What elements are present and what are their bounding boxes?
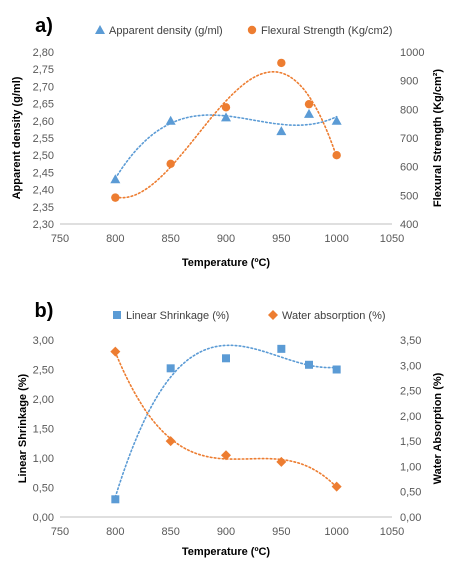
- y-right-tick-label: 600: [400, 162, 418, 174]
- x-tick-label: 750: [51, 233, 69, 245]
- y-left-tick-label: 2,80: [33, 47, 54, 59]
- y-left-tick-label: 2,70: [33, 81, 54, 93]
- y-left-axis-title: Apparent density (g/ml): [11, 76, 23, 199]
- legend-marker: [268, 310, 278, 320]
- data-point: [221, 112, 231, 122]
- data-point: [331, 115, 342, 125]
- x-tick-label: 750: [51, 526, 69, 538]
- y-left-tick-label: 2,30: [33, 219, 54, 231]
- legend-marker: [247, 25, 257, 35]
- data-point: [166, 364, 175, 373]
- data-point: [110, 174, 121, 184]
- x-tick-label: 800: [106, 233, 124, 245]
- y-right-tick-label: 400: [400, 219, 418, 231]
- data-point: [276, 126, 287, 136]
- panel-label: b): [35, 300, 54, 322]
- chart-panel-a: a) 750 800 850 900 950 1000 1050 2,30 2,35 2,40 2,4…: [11, 15, 444, 269]
- x-tick-label: 800: [106, 526, 124, 538]
- data-point: [221, 450, 231, 461]
- trendline: [114, 70, 338, 199]
- legend-label: Linear Shrinkage (%): [126, 310, 229, 322]
- trendline: [114, 344, 338, 498]
- x-tick-label: 1050: [380, 233, 404, 245]
- y-left-tick-label: 2,00: [33, 394, 54, 406]
- x-tick-label: 900: [217, 233, 235, 245]
- series-1: [110, 108, 342, 184]
- x-tick-label: 1000: [324, 526, 348, 538]
- series-2: [110, 346, 342, 492]
- y-right-tick-label: 2,00: [400, 411, 421, 423]
- data-point: [277, 344, 286, 353]
- data-point: [222, 354, 230, 363]
- data-point: [111, 193, 120, 202]
- y-right-tick-label: 900: [400, 76, 418, 88]
- y-right-tick-label: 0,50: [400, 487, 421, 499]
- x-axis-title: Temperature (ºC): [182, 546, 270, 558]
- x-tick-label: 950: [272, 233, 290, 245]
- y-left-tick-label: 1,00: [33, 453, 54, 465]
- series-1: [111, 344, 341, 504]
- x-tick-label: 1050: [380, 526, 404, 538]
- y-right-tick-label: 1,50: [400, 436, 421, 448]
- trendline: [114, 114, 338, 180]
- y-left-tick-label: 2,65: [33, 99, 54, 111]
- y-right-axis-title: Flexural Strength (Kg/cm²): [432, 69, 444, 207]
- x-axis-title: Temperature (ºC): [182, 257, 270, 269]
- trendline: [114, 351, 338, 489]
- legend-marker: [95, 25, 105, 34]
- y-left-tick-label: 0,00: [33, 512, 54, 524]
- x-tick-label: 1000: [324, 233, 348, 245]
- data-point: [305, 360, 313, 369]
- y-left-tick-label: 2,50: [33, 365, 54, 377]
- legend-label: Water absorption (%): [282, 310, 386, 322]
- y-right-tick-label: 0,00: [400, 512, 421, 524]
- x-tick-label: 950: [272, 526, 290, 538]
- chart-panel-b: b) 750 800 850 900 950 1000 1050 0,00 0,50 1,00 1,5…: [17, 300, 444, 558]
- y-right-tick-label: 3,00: [400, 360, 421, 372]
- y-right-tick-label: 1,00: [400, 461, 421, 473]
- panel-label: a): [35, 15, 53, 37]
- data-point: [221, 103, 231, 112]
- legend-label: Apparent density (g/ml): [109, 25, 223, 37]
- y-left-tick-label: 2,50: [33, 150, 54, 162]
- y-right-tick-label: 3,50: [400, 335, 421, 347]
- y-left-tick-label: 3,00: [33, 335, 54, 347]
- data-point: [332, 151, 341, 160]
- data-point: [165, 436, 176, 447]
- y-right-tick-label: 800: [400, 104, 418, 116]
- data-point: [110, 346, 121, 357]
- y-left-axis-title: Linear Shrinkage (%): [17, 373, 29, 483]
- data-point: [331, 481, 342, 492]
- data-point: [166, 159, 175, 168]
- y-right-axis-title: Water Absorption (%): [432, 372, 444, 484]
- y-left-tick-label: 2,75: [33, 64, 54, 76]
- y-left-tick-label: 2,60: [33, 116, 54, 128]
- y-left-tick-label: 1,50: [33, 424, 54, 436]
- data-point: [111, 495, 120, 504]
- y-left-tick-label: 0,50: [33, 483, 54, 495]
- data-point: [165, 115, 176, 125]
- y-right-tick-label: 2,50: [400, 386, 421, 398]
- legend-label: Flexural Strength (Kg/cm2): [261, 25, 392, 37]
- x-tick-label: 850: [161, 526, 179, 538]
- y-left-tick-label: 2,35: [33, 202, 54, 214]
- data-point: [277, 58, 286, 68]
- data-point: [304, 108, 314, 118]
- y-left-tick-label: 2,45: [33, 167, 54, 179]
- y-left-tick-label: 2,55: [33, 133, 54, 145]
- y-right-tick-label: 700: [400, 133, 418, 145]
- y-left-tick-label: 2,40: [33, 185, 54, 197]
- legend-marker: [113, 311, 121, 319]
- data-point: [304, 99, 314, 109]
- data-point: [276, 456, 287, 467]
- x-tick-label: 900: [217, 526, 235, 538]
- x-tick-label: 850: [161, 233, 179, 245]
- y-right-tick-label: 500: [400, 190, 418, 202]
- data-point: [332, 365, 341, 374]
- series-2: [111, 58, 341, 202]
- y-right-tick-label: 1000: [400, 47, 424, 59]
